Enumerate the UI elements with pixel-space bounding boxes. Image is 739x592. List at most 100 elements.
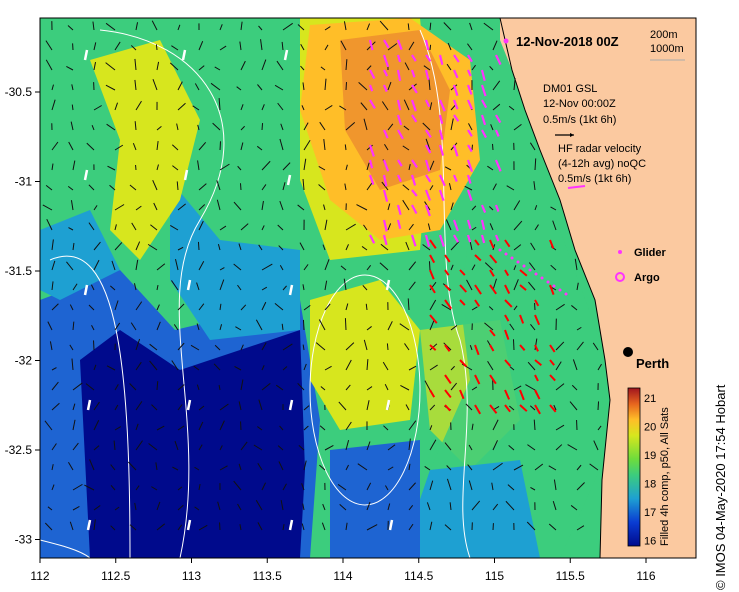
model-velocity-arrow	[345, 164, 348, 171]
radar-velocity-arrow	[474, 284, 482, 295]
model-velocity-arrow	[386, 343, 389, 351]
model-velocity-arrow	[176, 123, 179, 131]
model-velocity-arrow	[282, 285, 287, 291]
model-velocity-arrow	[51, 402, 60, 411]
model-velocity-arrow	[302, 178, 305, 191]
model-velocity-arrow	[298, 445, 305, 451]
model-velocity-arrow	[471, 205, 477, 211]
radar-velocity-arrow	[494, 204, 500, 212]
model-velocity-arrow	[47, 506, 53, 511]
model-velocity-arrow	[156, 304, 160, 311]
model-velocity-arrow	[91, 325, 95, 331]
model-velocity-arrow	[447, 42, 452, 51]
radar-velocity-arrow	[452, 69, 459, 79]
model-velocity-arrow	[358, 82, 368, 91]
model-velocity-arrow	[303, 304, 311, 311]
radar-legend-title: HF radar velocity	[558, 143, 642, 155]
radar-velocity-arrow	[429, 314, 438, 324]
model-velocity-arrow	[366, 400, 370, 411]
model-velocity-arrow	[274, 84, 284, 91]
model-velocity-arrow	[92, 21, 95, 31]
model-velocity-arrow	[129, 383, 137, 391]
model-velocity-arrow	[489, 65, 494, 71]
radar-legend-scale: 0.5m/s (1kt 6h)	[558, 173, 631, 185]
model-velocity-arrow	[198, 41, 204, 51]
radar-velocity-arrow	[480, 114, 487, 126]
radar-scale-arrow	[567, 185, 586, 189]
colorbar-tick-label: 16	[644, 536, 656, 548]
model-velocity-arrow	[219, 267, 225, 271]
radar-velocity-arrow	[474, 374, 481, 385]
radar-velocity-arrow	[474, 404, 482, 415]
radar-velocity-arrow	[382, 174, 388, 187]
model-velocity-arrow	[343, 278, 347, 291]
model-velocity-arrow	[276, 60, 284, 71]
model-velocity-arrow	[151, 404, 158, 411]
model-velocity-arrow	[533, 419, 536, 431]
model-velocity-arrow	[45, 40, 53, 51]
model-velocity-arrow	[71, 358, 74, 371]
model-velocity-arrow	[261, 200, 264, 211]
model-velocity-arrow	[156, 523, 166, 531]
model-velocity-arrow	[240, 21, 243, 31]
colorbar-tick-label: 17	[644, 507, 656, 519]
radar-velocity-arrow	[504, 314, 510, 322]
model-velocity-arrow	[198, 204, 206, 211]
radar-velocity-arrow	[424, 39, 430, 51]
model-velocity-arrow	[381, 101, 389, 111]
model-velocity-arrow	[219, 279, 225, 291]
model-velocity-arrow	[530, 323, 536, 331]
model-velocity-arrow	[219, 163, 230, 171]
model-velocity-arrow	[93, 61, 97, 71]
model-velocity-arrow	[552, 500, 557, 511]
radar-velocity-arrow	[382, 84, 388, 93]
model-velocity-arrow	[576, 525, 585, 531]
radar-velocity-arrow	[459, 299, 466, 306]
model-velocity-arrow	[402, 199, 410, 211]
model-velocity-arrow	[279, 200, 284, 211]
model-velocity-arrow	[471, 226, 477, 231]
radar-velocity-arrow	[549, 239, 555, 249]
isobath-label-1000m: 1000m	[650, 43, 684, 55]
model-velocity-arrow	[114, 322, 121, 331]
model-velocity-arrow	[69, 304, 74, 311]
model-velocity-arrow	[492, 503, 499, 511]
model-velocity-arrow	[281, 323, 284, 331]
model-velocity-arrow	[274, 302, 284, 311]
model-velocity-arrow	[576, 464, 582, 471]
radar-velocity-arrow	[459, 284, 468, 293]
model-velocity-arrow	[407, 23, 410, 31]
model-velocity-arrow	[344, 144, 347, 151]
radar-velocity-arrow	[459, 269, 466, 276]
model-velocity-arrow	[240, 304, 247, 311]
model-velocity-arrow	[190, 344, 200, 351]
model-velocity-arrow	[569, 401, 578, 411]
model-velocity-arrow	[384, 383, 389, 391]
model-velocity-arrow	[508, 105, 515, 111]
model-velocity-arrow	[135, 205, 142, 211]
colorbar	[627, 387, 641, 547]
model-velocity-arrow	[130, 45, 137, 51]
model-velocity-arrow	[362, 284, 368, 291]
model-velocity-arrow	[408, 482, 416, 491]
model-velocity-arrow	[450, 382, 458, 391]
model-velocity-arrow	[468, 123, 473, 131]
model-velocity-arrow	[319, 121, 326, 131]
model-velocity-arrow	[387, 43, 398, 51]
model-velocity-arrow	[324, 26, 331, 31]
model-velocity-arrow	[534, 338, 538, 351]
model-velocity-arrow	[513, 279, 519, 291]
model-velocity-arrow	[322, 244, 326, 251]
model-velocity-arrow	[387, 503, 391, 511]
model-velocity-arrow	[297, 24, 305, 31]
model-velocity-arrow	[548, 523, 557, 531]
model-velocity-arrow	[72, 321, 75, 331]
model-velocity-arrow	[592, 342, 599, 351]
glider-track-point	[522, 264, 526, 268]
model-velocity-arrow	[323, 204, 326, 211]
model-velocity-arrow	[114, 204, 125, 211]
model-velocity-arrow	[345, 464, 349, 471]
model-velocity-arrow	[408, 164, 411, 171]
radar-velocity-arrow	[396, 114, 403, 126]
